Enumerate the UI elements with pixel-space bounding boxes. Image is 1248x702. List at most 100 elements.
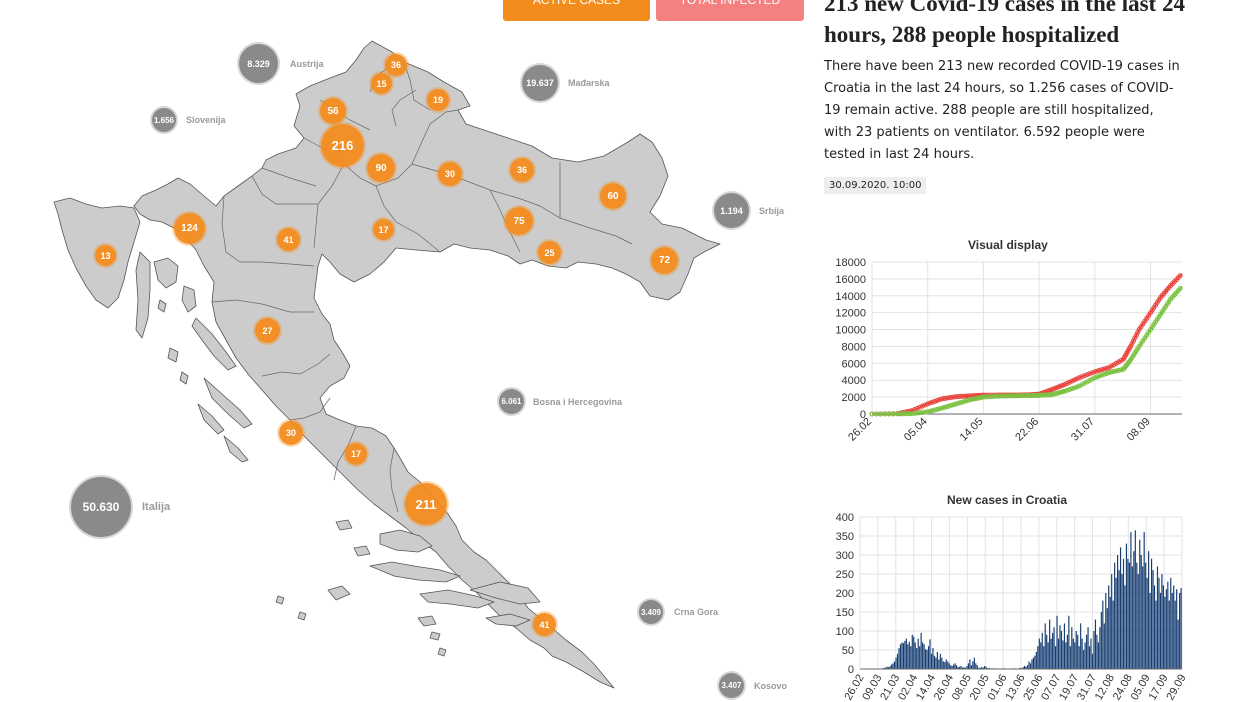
neighbour-label-hungary: Mađarska — [568, 78, 610, 88]
bar — [1038, 638, 1040, 669]
y-tick-label: 150 — [836, 607, 854, 619]
series-point-1 — [1076, 383, 1082, 389]
series-point-1 — [1106, 370, 1112, 376]
county-marker[interactable]: 15 — [371, 73, 392, 94]
series-point-1 — [983, 394, 989, 400]
bar — [1122, 558, 1125, 669]
croatia-map[interactable] — [0, 0, 820, 702]
series-point-1 — [1118, 367, 1124, 373]
county-marker[interactable]: 60 — [600, 183, 626, 209]
county-marker[interactable]: 72 — [651, 247, 678, 274]
bar — [973, 657, 975, 669]
bar — [888, 667, 890, 669]
bar — [1171, 593, 1173, 669]
county-marker[interactable]: 30 — [438, 162, 462, 186]
bar — [945, 659, 947, 669]
series-point-1 — [999, 393, 1005, 399]
county-marker[interactable]: 30 — [279, 421, 303, 445]
series-point-1 — [902, 411, 908, 417]
county-marker[interactable]: 41 — [277, 228, 300, 251]
series-point-0 — [949, 394, 955, 400]
series-point-1 — [965, 397, 971, 403]
series-point-1 — [1014, 393, 1020, 399]
bar — [1069, 646, 1071, 669]
bar — [1025, 666, 1027, 669]
series-point-0 — [958, 393, 964, 399]
county-marker[interactable]: 19 — [427, 89, 449, 111]
bar — [1066, 634, 1068, 669]
series-point-1 — [1092, 375, 1098, 381]
y-tick-label: 300 — [836, 550, 854, 562]
county-marker[interactable]: 216 — [321, 124, 364, 167]
series-point-1 — [1053, 390, 1059, 396]
line-chart-title: Visual display — [968, 238, 1048, 252]
series-point-0 — [963, 393, 969, 399]
series-point-0 — [944, 395, 950, 401]
series-point-1 — [1109, 369, 1115, 375]
y-tick-label: 8000 — [842, 341, 866, 353]
county-marker[interactable]: 36 — [510, 158, 534, 182]
county-marker[interactable]: 36 — [385, 54, 407, 76]
neighbour-marker-kosovo[interactable]: 3.407 — [719, 673, 744, 698]
series-point-0 — [951, 394, 957, 400]
series-point-0 — [1071, 377, 1077, 383]
active-cases-tab[interactable]: ACTIVE CASES — [503, 0, 650, 21]
county-marker[interactable]: 17 — [345, 443, 367, 465]
county-marker[interactable]: 90 — [367, 154, 395, 182]
bar — [908, 641, 910, 669]
county-marker[interactable]: 41 — [533, 613, 556, 636]
bar — [976, 665, 978, 669]
neighbour-marker-serbia[interactable]: 1.194 — [714, 193, 749, 228]
county-marker[interactable]: 124 — [174, 213, 205, 244]
bar — [1128, 562, 1131, 669]
neighbour-marker-hungary[interactable]: 19.637 — [522, 65, 558, 101]
total-infected-tab[interactable]: TOTAL INFECTED — [656, 0, 804, 21]
neighbour-marker-italy[interactable]: 50.630 — [71, 477, 131, 537]
bar — [1060, 631, 1063, 669]
bar — [1087, 627, 1089, 669]
y-tick-label: 2000 — [842, 392, 866, 404]
neighbour-label-kosovo: Kosovo — [754, 681, 788, 691]
county-marker[interactable]: 75 — [505, 207, 533, 235]
series-point-1 — [963, 398, 969, 404]
bar — [1109, 596, 1111, 669]
bar — [936, 651, 938, 669]
county-marker[interactable]: 27 — [255, 318, 280, 343]
county-marker[interactable]: 13 — [95, 245, 116, 266]
county-marker[interactable]: 25 — [538, 241, 561, 264]
county-marker[interactable]: 17 — [373, 219, 394, 240]
island-ciovo — [335, 519, 353, 531]
series-point-1 — [1033, 392, 1039, 398]
bar — [966, 665, 968, 669]
bar — [1130, 532, 1132, 669]
series-point-0 — [1062, 381, 1068, 387]
bar — [930, 653, 933, 669]
neighbour-marker-slovenia[interactable]: 1.656 — [152, 108, 176, 132]
county-marker[interactable]: 56 — [320, 98, 346, 124]
neighbour-marker-bosnia[interactable]: 6.061 — [499, 389, 524, 414]
county-marker[interactable]: 211 — [405, 483, 447, 525]
neighbour-marker-austria[interactable]: 8.329 — [239, 44, 278, 83]
x-tick-label: 29.09 — [1164, 673, 1188, 702]
bar — [1041, 632, 1043, 669]
bar — [953, 664, 955, 669]
series-point-0 — [956, 394, 962, 400]
bar — [984, 665, 986, 669]
bar — [1145, 562, 1147, 669]
bar — [1161, 574, 1163, 669]
neighbour-marker-montenegro[interactable]: 3.409 — [639, 600, 663, 624]
bar — [1090, 638, 1092, 669]
series-point-1 — [986, 394, 992, 400]
series-point-1 — [1012, 393, 1018, 399]
island-small-2 — [157, 299, 167, 313]
bar — [963, 667, 965, 669]
series-point-1 — [953, 401, 959, 407]
bar — [1165, 589, 1167, 669]
series-point-1 — [932, 407, 938, 413]
new-cases-bar-chart: 05010015020025030035040026.0209.0321.030… — [836, 512, 1189, 702]
y-tick-label: 10000 — [835, 325, 866, 337]
series-point-1 — [1104, 370, 1110, 376]
bar — [1149, 593, 1151, 669]
series-point-0 — [1067, 379, 1073, 385]
bar — [1080, 623, 1082, 669]
